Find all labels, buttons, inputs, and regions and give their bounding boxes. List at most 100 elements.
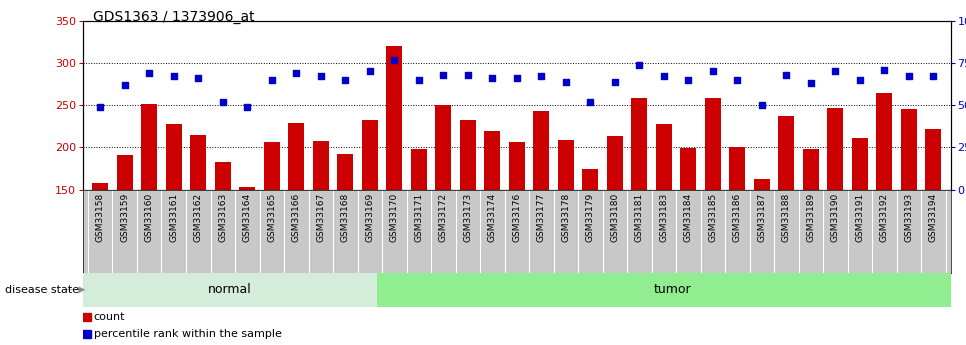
Text: GSM33168: GSM33168 [341,193,350,242]
Bar [509,141,525,190]
Bar [632,98,647,190]
Bar [484,131,500,190]
Text: GSM33194: GSM33194 [929,193,938,242]
Text: GSM33193: GSM33193 [904,193,914,242]
Point [681,77,696,83]
Point [240,104,255,110]
Text: percentile rank within the sample: percentile rank within the sample [94,329,281,339]
Text: GSM33183: GSM33183 [660,193,668,242]
Text: GSM33177: GSM33177 [537,193,546,242]
Point [460,72,475,78]
Text: GSM33181: GSM33181 [635,193,643,242]
Point [141,70,156,76]
Text: GSM33173: GSM33173 [464,193,472,242]
Text: GDS1363 / 1373906_at: GDS1363 / 1373906_at [93,10,254,24]
Bar [852,138,867,190]
Bar [876,93,893,190]
Bar [117,155,132,190]
Bar [460,120,476,190]
Text: disease state: disease state [5,285,79,295]
Text: GSM33186: GSM33186 [733,193,742,242]
Bar [386,46,402,190]
Text: GSM33188: GSM33188 [781,193,791,242]
Point [93,104,108,110]
Text: count: count [94,312,126,322]
Point [313,74,328,79]
Point [582,99,598,105]
Text: tumor: tumor [654,283,692,296]
Text: GSM33192: GSM33192 [880,193,889,242]
Text: GSM33166: GSM33166 [292,193,300,242]
Point [485,76,500,81]
Bar [190,135,206,190]
Text: GSM33163: GSM33163 [218,193,227,242]
Bar [753,179,770,190]
Point [803,80,818,86]
Point [215,99,231,105]
Bar [362,120,378,190]
Bar [828,108,843,190]
Bar [214,162,231,190]
Text: GSM33190: GSM33190 [831,193,839,242]
Bar [803,149,819,190]
Bar [607,136,623,190]
Point [412,77,427,83]
Text: GSM33170: GSM33170 [390,193,399,242]
Point [632,62,647,67]
Bar [141,105,157,190]
Point [852,77,867,83]
Bar [411,149,427,190]
Bar [264,141,280,190]
Text: GSM33164: GSM33164 [242,193,252,242]
Bar [313,141,328,190]
Point [289,70,304,76]
Bar [166,124,182,190]
Text: GSM33158: GSM33158 [96,193,104,242]
Text: GSM33171: GSM33171 [414,193,423,242]
Text: GSM33167: GSM33167 [316,193,326,242]
Point [386,57,402,62]
Point [264,77,279,83]
Bar [705,98,721,190]
Point [558,79,574,84]
Text: GSM33180: GSM33180 [611,193,619,242]
Point [607,79,622,84]
Text: GSM33184: GSM33184 [684,193,693,242]
Text: GSM33178: GSM33178 [561,193,570,242]
Point [436,72,451,78]
Text: GSM33179: GSM33179 [585,193,595,242]
Bar [779,116,794,190]
Text: GSM33176: GSM33176 [512,193,522,242]
Text: GSM33189: GSM33189 [807,193,815,242]
Bar [240,187,255,190]
Bar [377,273,966,307]
Text: GSM33159: GSM33159 [120,193,129,242]
Point [901,74,917,79]
Bar [656,124,671,190]
Point [729,77,745,83]
Point [925,74,941,79]
Bar [533,111,550,190]
Bar [288,123,304,190]
Point [509,76,525,81]
Bar [680,148,696,190]
Bar [557,140,574,190]
Text: GSM33162: GSM33162 [194,193,203,242]
Point [779,72,794,78]
Text: GSM33169: GSM33169 [365,193,374,242]
Text: GSM33172: GSM33172 [439,193,448,242]
Text: normal: normal [209,283,252,296]
Bar [729,148,746,190]
Bar [901,109,917,190]
Bar [337,154,354,190]
Point [362,69,378,74]
Text: GSM33174: GSM33174 [488,193,497,242]
Text: GSM33160: GSM33160 [145,193,154,242]
Point [166,74,182,79]
Point [337,77,353,83]
Point [828,69,843,74]
Point [117,82,132,88]
Point [533,74,549,79]
Bar [83,273,377,307]
Text: GSM33165: GSM33165 [268,193,276,242]
